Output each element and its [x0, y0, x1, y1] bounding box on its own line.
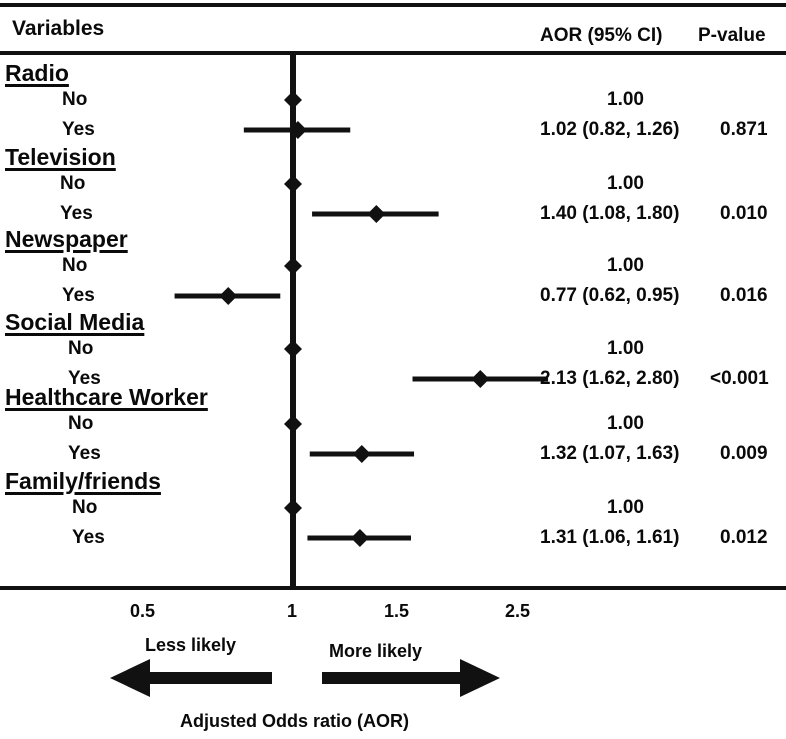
row-level-label: Yes — [62, 285, 95, 306]
aor-header: AOR (95% CI) — [540, 25, 663, 46]
aor-value: 1.31 (1.06, 1.61) — [540, 527, 680, 548]
p-value: 0.010 — [720, 203, 768, 224]
row-level-label: No — [68, 338, 94, 359]
less-likely-label: Less likely — [145, 635, 237, 655]
p-value: 0.009 — [720, 443, 768, 464]
aor-value: 1.00 — [607, 89, 644, 110]
p-value: <0.001 — [710, 368, 769, 389]
estimate-marker — [284, 175, 302, 193]
right-arrow — [322, 659, 500, 697]
estimate-marker — [284, 499, 302, 517]
aor-value: 1.00 — [607, 338, 644, 359]
row-level-label: No — [68, 413, 94, 434]
group-label: Healthcare Worker — [5, 384, 208, 410]
estimate-marker — [284, 257, 302, 275]
estimate-marker — [352, 445, 371, 463]
row-level-label: No — [62, 255, 88, 276]
estimate-marker — [471, 370, 490, 388]
aor-value: 1.00 — [607, 255, 644, 276]
more-likely-label: More likely — [329, 641, 423, 661]
estimate-marker — [288, 121, 307, 139]
variables-header: Variables — [12, 17, 105, 40]
aor-value: 1.00 — [607, 173, 644, 194]
aor-value: 1.00 — [607, 413, 644, 434]
row-level-label: No — [60, 173, 86, 194]
estimate-marker — [350, 529, 369, 547]
aor-value: 1.32 (1.07, 1.63) — [540, 443, 680, 464]
row-level-label: No — [72, 497, 98, 518]
x-tick-label: 1 — [287, 601, 298, 621]
p-value: 0.012 — [720, 527, 768, 548]
p-value: 0.016 — [720, 285, 768, 306]
group-label: Social Media — [5, 309, 145, 335]
estimate-marker — [284, 415, 302, 433]
x-tick-label: 1.5 — [384, 601, 410, 621]
x-tick-label: 0.5 — [130, 601, 156, 621]
estimate-marker — [284, 340, 302, 358]
p-value: 0.871 — [720, 119, 768, 140]
group-label: Radio — [5, 60, 69, 86]
row-level-label: Yes — [62, 119, 95, 140]
left-arrow — [110, 659, 272, 697]
group-label: Television — [5, 144, 116, 170]
row-level-label: Yes — [60, 203, 93, 224]
group-label: Newspaper — [5, 226, 128, 252]
x-axis-title: Adjusted Odds ratio (AOR) — [180, 711, 409, 731]
aor-value: 1.00 — [607, 497, 644, 518]
row-level-label: No — [62, 89, 88, 110]
estimate-marker — [367, 205, 386, 223]
aor-value: 1.40 (1.08, 1.80) — [540, 203, 680, 224]
row-level-label: Yes — [68, 443, 101, 464]
pvalue-header: P-value — [698, 25, 766, 46]
x-tick-label: 2.5 — [505, 601, 531, 621]
estimate-marker — [284, 91, 302, 109]
aor-value: 1.02 (0.82, 1.26) — [540, 119, 680, 140]
estimate-marker — [219, 287, 238, 305]
aor-value: 2.13 (1.62, 2.80) — [540, 368, 680, 389]
aor-value: 0.77 (0.62, 0.95) — [540, 285, 680, 306]
row-level-label: Yes — [72, 527, 105, 548]
row-level-label: Yes — [68, 368, 101, 389]
group-label: Family/friends — [5, 468, 161, 494]
